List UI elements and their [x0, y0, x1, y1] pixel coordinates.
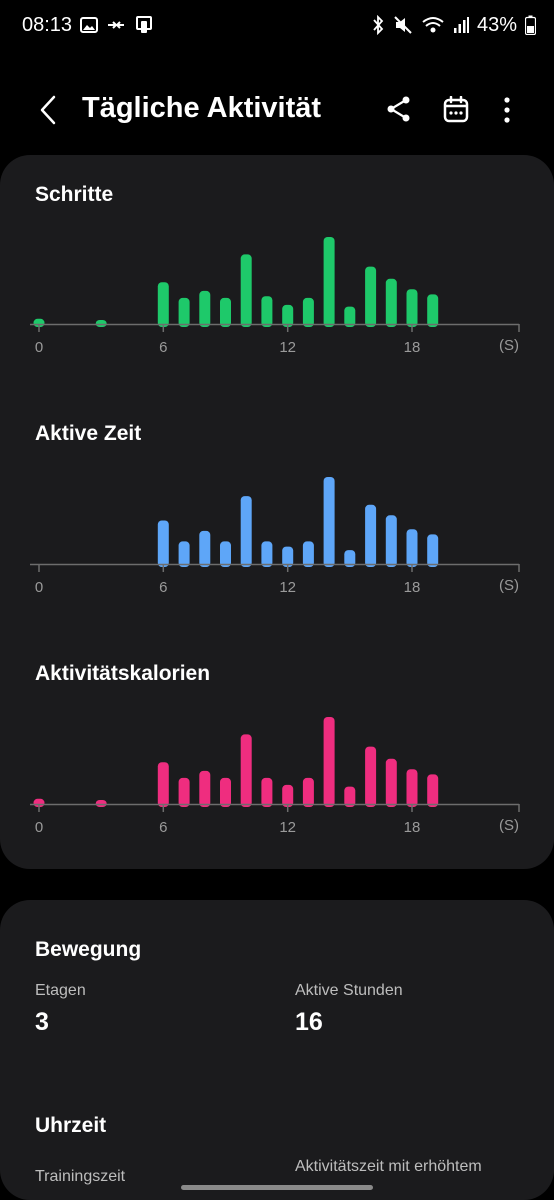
mute-icon	[394, 16, 412, 34]
x-tick-label: 6	[159, 579, 167, 596]
x-tick-label: 18	[404, 819, 421, 836]
data-saver-icon	[108, 21, 124, 29]
activity-charts-card: Schritte 0 6 12 18 (S) Aktive Zeit 0 6 12 18 (S)…	[0, 155, 554, 869]
bar-hour-12	[282, 784, 294, 807]
training-time-label: Trainingszeit	[35, 1168, 126, 1185]
x-tick-label: 18	[404, 579, 421, 596]
status-notification-icons	[80, 14, 154, 36]
chart-title-schritte: Schritte	[35, 183, 114, 206]
bar-hour-15	[344, 786, 356, 807]
bar-hour-19	[427, 774, 439, 807]
bar-hour-7	[178, 297, 190, 327]
x-axis-unit: (S)	[499, 817, 519, 834]
bar-hour-6	[157, 282, 169, 327]
bar-hour-11	[261, 541, 273, 567]
floors-label: Etagen	[35, 982, 86, 999]
bar-hour-18	[406, 289, 418, 327]
bar-hour-7	[178, 541, 190, 567]
section-title-bewegung: Bewegung	[35, 938, 142, 961]
x-tick-label: 0	[35, 339, 43, 356]
bar-hour-14	[323, 717, 335, 807]
bar-hour-14	[323, 477, 335, 567]
bar-hour-19	[427, 294, 439, 327]
battery-icon	[525, 15, 536, 35]
bar-hour-16	[365, 746, 377, 807]
bar-hour-13	[302, 777, 314, 807]
bar-hour-8	[199, 770, 211, 807]
more-vert-icon	[504, 97, 510, 123]
x-tick-label: 0	[35, 819, 43, 836]
bar-hour-6	[157, 520, 169, 567]
bar-hour-15	[344, 306, 356, 327]
bluetooth-icon	[373, 15, 384, 35]
bar-hour-7	[178, 777, 190, 807]
x-tick-label: 12	[279, 339, 296, 356]
bar-hour-12	[282, 304, 294, 327]
share-button[interactable]	[380, 90, 418, 128]
wifi-icon	[422, 17, 444, 33]
bar-hour-17	[385, 278, 397, 327]
more-options-button[interactable]	[490, 90, 524, 130]
bar-hour-9	[220, 297, 231, 327]
calendar-icon	[443, 96, 469, 123]
bar-hour-16	[365, 504, 377, 567]
bar-hour-18	[406, 529, 418, 567]
x-axis-unit: (S)	[499, 577, 519, 594]
x-tick-label: 6	[159, 819, 167, 836]
active-hours-value: 16	[295, 1008, 323, 1036]
x-axis-unit: (S)	[499, 337, 519, 354]
bar-hour-6	[157, 762, 169, 807]
app-bar: Tägliche Aktivität	[0, 80, 554, 138]
bar-hour-11	[261, 296, 273, 327]
section-title-uhrzeit: Uhrzeit	[35, 1114, 107, 1137]
bar-hour-8	[199, 530, 211, 567]
status-bar: 08:13 43%	[0, 0, 554, 52]
share-icon	[387, 96, 410, 122]
bar-hour-10	[240, 496, 252, 567]
gallery-icon	[80, 17, 98, 33]
bar-hour-15	[344, 550, 356, 567]
bar-hour-11	[261, 777, 273, 807]
bar-hour-9	[220, 541, 231, 567]
bar-hour-3	[95, 800, 107, 807]
bar-hour-18	[406, 769, 418, 807]
home-indicator[interactable]	[181, 1185, 373, 1190]
bar-hour-19	[427, 534, 439, 567]
x-tick-label: 12	[279, 579, 296, 596]
x-tick-label: 0	[35, 579, 43, 596]
back-button[interactable]	[28, 90, 68, 130]
steps-chart[interactable]: 0 6 12 18 (S)	[0, 233, 554, 363]
active-hours-label: Aktive Stunden	[295, 982, 403, 999]
x-tick-label: 12	[279, 819, 296, 836]
screen-mirror-icon	[136, 16, 152, 33]
bar-hour-17	[385, 515, 397, 567]
bar-hour-14	[323, 237, 335, 327]
status-system-icons: 43%	[371, 14, 536, 36]
floors-value: 3	[35, 1008, 49, 1036]
bar-hour-10	[240, 254, 252, 327]
signal-icon	[453, 17, 469, 33]
bar-hour-9	[220, 777, 231, 807]
bar-hour-17	[385, 758, 397, 807]
back-arrow-icon	[40, 95, 56, 125]
bar-hour-13	[302, 297, 314, 327]
activity-calories-chart[interactable]: 0 6 12 18 (S)	[0, 713, 554, 843]
bar-hour-10	[240, 734, 252, 807]
bar-hour-13	[302, 541, 314, 567]
bar-hour-8	[199, 290, 211, 327]
active-time-chart[interactable]: 0 6 12 18 (S)	[0, 473, 554, 603]
bar-hour-16	[365, 266, 377, 327]
battery-percent: 43%	[476, 13, 517, 36]
x-tick-label: 6	[159, 339, 167, 356]
bar-hour-12	[282, 546, 294, 567]
page-title: Tägliche Aktivität	[82, 92, 322, 124]
chart-title-aktivitaetskalorien: Aktivitätskalorien	[35, 662, 211, 685]
status-time: 08:13	[22, 14, 73, 36]
elevated-activity-label: Aktivitätszeit mit erhöhtem	[295, 1158, 482, 1175]
bar-hour-3	[95, 320, 107, 327]
chart-title-aktive-zeit: Aktive Zeit	[35, 422, 142, 445]
movement-card: Bewegung Etagen 3 Aktive Stunden 16 Uhrz…	[0, 900, 554, 1200]
calendar-button[interactable]	[436, 90, 476, 130]
x-tick-label: 18	[404, 339, 421, 356]
